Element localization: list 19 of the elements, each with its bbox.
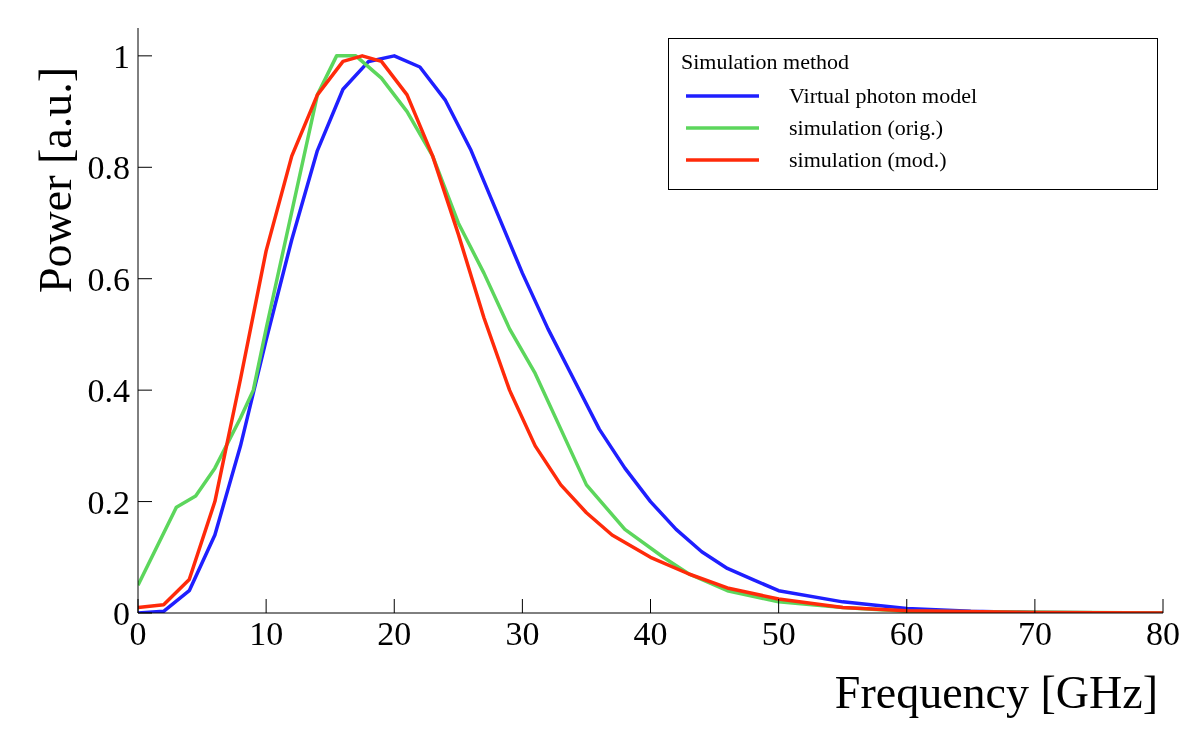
x-tick-label: 20: [377, 615, 412, 653]
x-tick-label: 40: [633, 615, 668, 653]
legend-title: Simulation method: [681, 49, 851, 75]
y-axis-title: Power [a.u.]: [29, 66, 81, 293]
y-tick-label: 0.2: [87, 483, 130, 521]
y-tick-label: 1: [113, 37, 130, 75]
legend-label: simulation (mod.): [789, 147, 947, 173]
y-tick-label: 0.4: [87, 372, 130, 410]
x-tick-label: 70: [1017, 615, 1052, 653]
x-tick-label: 60: [889, 615, 924, 653]
x-tick-label: 80: [1146, 615, 1180, 653]
x-tick-label: 50: [761, 615, 796, 653]
legend-label: Virtual photon model: [789, 83, 978, 109]
y-tick-label: 0.6: [87, 260, 130, 298]
x-tick-label: 10: [249, 615, 284, 653]
y-tick-label: 0.8: [87, 149, 130, 187]
x-axis-title: Frequency [GHz]: [834, 667, 1158, 718]
legend-label: simulation (orig.): [789, 115, 943, 141]
x-tick-label: 30: [505, 615, 540, 653]
